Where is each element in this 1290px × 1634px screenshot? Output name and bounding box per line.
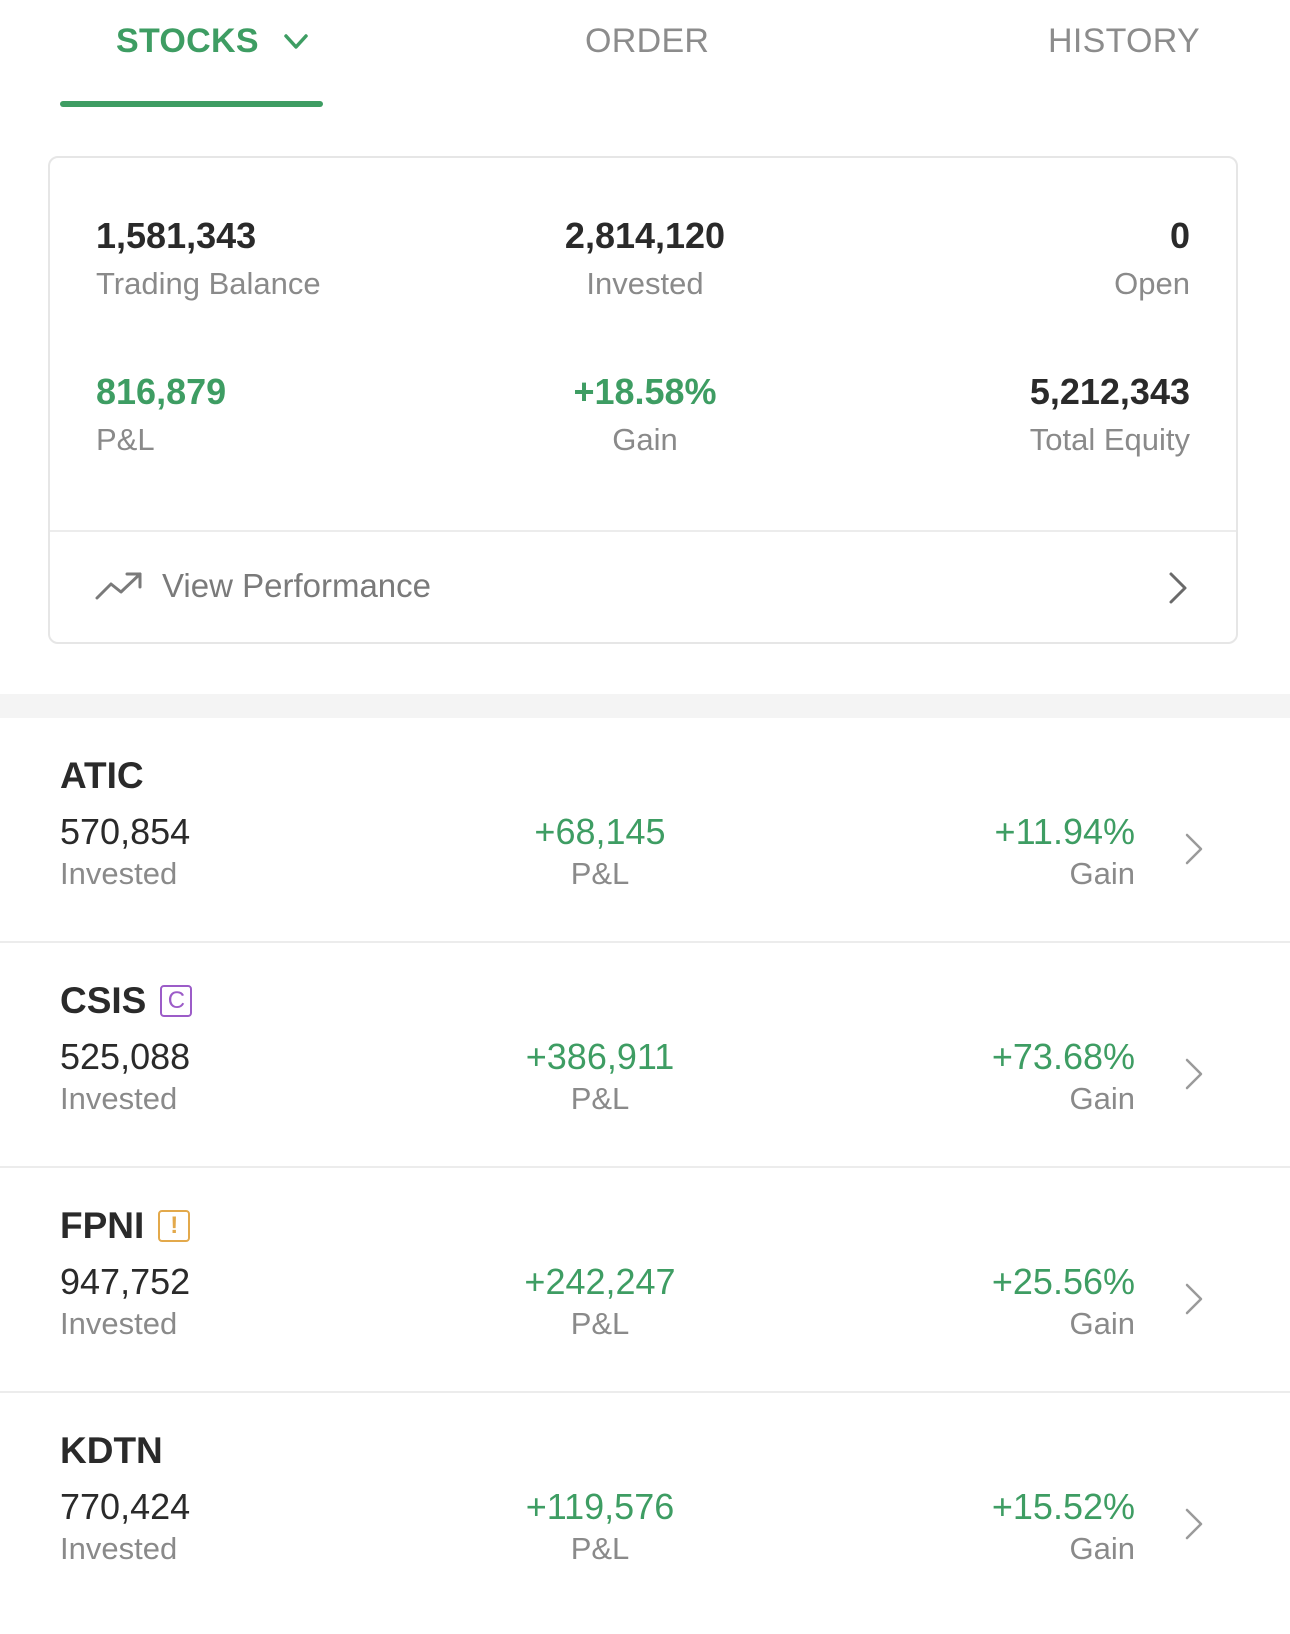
gain-label: Gain: [1069, 1081, 1135, 1116]
gain-value: +11.94%: [994, 811, 1135, 852]
view-performance-label: View Performance: [162, 567, 432, 604]
ticker-symbol: CSIS: [60, 980, 147, 1021]
chevron-down-icon[interactable]: [279, 25, 313, 59]
holding-gain: +73.68% Gain: [992, 1035, 1135, 1119]
pl-value: +119,576: [525, 1486, 675, 1527]
holding-gain: +25.56% Gain: [992, 1260, 1135, 1344]
invested-value: 947,752: [60, 1261, 191, 1302]
gain-value: +25.56%: [991, 1261, 1135, 1302]
chevron-right-icon: [1185, 1283, 1203, 1315]
gain-value: +18.58%: [573, 371, 717, 412]
pl-label: P&L: [570, 1081, 630, 1116]
gain-stat: +18.58% Gain: [450, 372, 840, 460]
pl-label: P&L: [96, 422, 155, 457]
chevron-right-icon: [1185, 1058, 1203, 1090]
warning-badge-icon: !: [158, 1210, 191, 1242]
trading-balance-label: Trading Balance: [96, 266, 321, 301]
invested-label: Invested: [60, 1531, 178, 1566]
invested-value: 570,854: [60, 811, 191, 852]
ticker-symbol: ATIC: [60, 755, 144, 796]
holding-invested: 947,752 Invested: [60, 1260, 190, 1344]
holdings-list: ATIC 570,854 Invested +68,145 P&L +11.94…: [0, 718, 1290, 1616]
total-equity-label: Total Equity: [1029, 422, 1190, 457]
holding-gain: +11.94% Gain: [995, 810, 1135, 894]
trending-up-icon: [95, 572, 142, 600]
tab-order[interactable]: ORDER: [585, 22, 709, 61]
tab-stocks-label: STOCKS: [116, 22, 259, 60]
invested-label: Invested: [586, 266, 704, 301]
c-badge-icon: C: [160, 985, 193, 1017]
gain-label: Gain: [1069, 1306, 1135, 1341]
pl-label: P&L: [570, 1531, 630, 1566]
total-equity-value: 5,212,343: [1029, 371, 1190, 412]
invested-label: Invested: [60, 856, 178, 891]
ticker-symbol: FPNI: [60, 1205, 145, 1246]
view-performance-button[interactable]: View Performance: [50, 532, 1236, 642]
pl-value: +242,247: [524, 1261, 676, 1302]
chevron-right-icon: [1169, 572, 1187, 604]
section-separator: [0, 694, 1290, 718]
pl-label: P&L: [570, 1306, 630, 1341]
holding-invested: 770,424 Invested: [60, 1485, 190, 1569]
ticker-line: CSIS C: [60, 979, 193, 1023]
tab-stocks[interactable]: STOCKS: [116, 22, 313, 61]
holding-row-fpni[interactable]: FPNI ! 947,752 Invested +242,247 P&L +25…: [0, 1168, 1290, 1393]
holding-gain: +15.52% Gain: [992, 1485, 1135, 1569]
tab-order-label: ORDER: [585, 22, 710, 60]
total-equity-stat: 5,212,343 Total Equity: [1030, 372, 1190, 460]
holding-pl: +242,247 P&L: [440, 1260, 760, 1344]
ticker-line: KDTN: [60, 1429, 163, 1473]
tab-history-label: HISTORY: [1048, 22, 1200, 60]
pl-value: +386,911: [525, 1036, 675, 1077]
trading-balance-value: 1,581,343: [96, 215, 257, 256]
gain-value: +15.52%: [991, 1486, 1135, 1527]
invested-stat: 2,814,120 Invested: [450, 216, 840, 304]
gain-label: Gain: [1069, 1531, 1135, 1566]
open-label: Open: [1114, 266, 1190, 301]
pl-stat: 816,879 P&L: [96, 372, 226, 460]
ticker-symbol: KDTN: [60, 1430, 163, 1471]
portfolio-summary-card: 1,581,343 Trading Balance 2,814,120 Inve…: [48, 156, 1238, 644]
holding-row-atic[interactable]: ATIC 570,854 Invested +68,145 P&L +11.94…: [0, 718, 1290, 943]
tab-history[interactable]: HISTORY: [1048, 22, 1200, 61]
invested-value: 2,814,120: [564, 215, 726, 256]
gain-label: Gain: [1069, 856, 1135, 891]
open-stat: 0 Open: [1114, 216, 1190, 304]
ticker-line: ATIC: [60, 754, 144, 798]
pl-label: P&L: [570, 856, 630, 891]
holding-row-csis[interactable]: CSIS C 525,088 Invested +386,911 P&L +73…: [0, 943, 1290, 1168]
gain-value: +73.68%: [991, 1036, 1135, 1077]
trading-balance-stat: 1,581,343 Trading Balance: [96, 216, 321, 304]
open-value: 0: [1169, 215, 1190, 256]
holding-pl: +68,145 P&L: [440, 810, 760, 894]
invested-label: Invested: [60, 1081, 178, 1116]
pl-value: 816,879: [96, 371, 227, 412]
invested-label: Invested: [60, 1306, 178, 1341]
holding-row-kdtn[interactable]: KDTN 770,424 Invested +119,576 P&L +15.5…: [0, 1393, 1290, 1616]
card-divider: [50, 530, 1236, 532]
gain-label: Gain: [612, 422, 678, 457]
pl-value: +68,145: [534, 811, 666, 852]
holding-invested: 570,854 Invested: [60, 810, 190, 894]
active-tab-indicator: [60, 101, 323, 107]
ticker-line: FPNI !: [60, 1204, 191, 1248]
chevron-right-icon: [1185, 1508, 1203, 1540]
holding-invested: 525,088 Invested: [60, 1035, 190, 1119]
invested-value: 770,424: [60, 1486, 191, 1527]
holding-pl: +119,576 P&L: [440, 1485, 760, 1569]
chevron-right-icon: [1185, 833, 1203, 865]
tab-bar: STOCKS ORDER HISTORY: [0, 0, 1290, 108]
invested-value: 525,088: [60, 1036, 191, 1077]
holding-pl: +386,911 P&L: [440, 1035, 760, 1119]
